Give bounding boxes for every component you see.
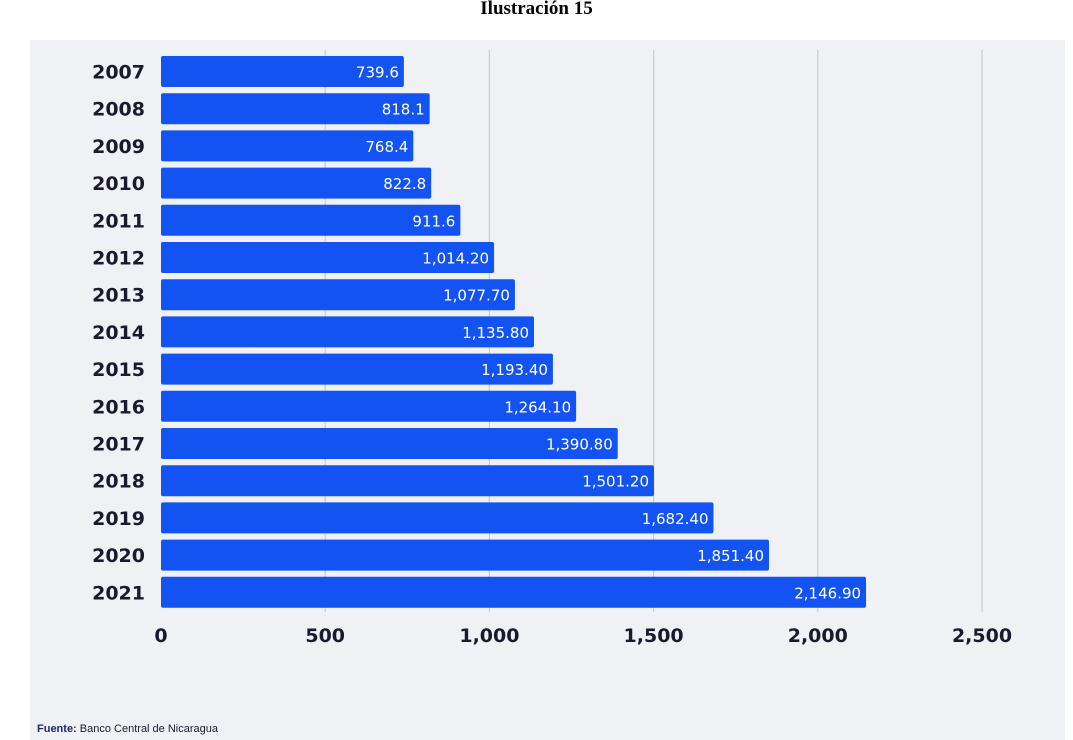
data-label: 1,390.80 [546, 436, 613, 454]
bar [161, 204, 461, 236]
data-label: 1,193.40 [481, 361, 548, 379]
category-label: 2016 [92, 396, 145, 418]
data-label: 1,682.40 [642, 510, 709, 528]
source-text: Banco Central de Nicaragua [79, 723, 218, 735]
bar [161, 279, 515, 311]
source-label: Fuente: [37, 723, 77, 735]
figure-title: Ilustración 15 [0, 0, 1073, 40]
bar [161, 130, 414, 162]
data-label: 2,146.90 [794, 584, 861, 602]
source-note: Fuente: Banco Central de Nicaragua [37, 723, 218, 735]
bar [161, 576, 867, 608]
data-label: 739.6 [356, 64, 399, 82]
x-tick-label: 500 [305, 625, 345, 647]
category-label: 2014 [92, 322, 145, 344]
data-label: 1,851.40 [697, 547, 764, 565]
category-label: 2019 [92, 508, 145, 530]
category-label: 2011 [92, 210, 145, 232]
data-label: 768.4 [365, 138, 408, 156]
data-label: 1,077.70 [443, 287, 510, 305]
x-tick-label: 1,000 [459, 625, 519, 647]
bar [161, 56, 404, 87]
data-label: 1,264.10 [504, 398, 571, 416]
bar [161, 390, 577, 422]
bar [161, 353, 553, 385]
data-label: 1,135.80 [462, 324, 529, 342]
data-label: 1,014.20 [422, 250, 489, 268]
data-label: 822.8 [383, 175, 426, 193]
x-tick-label: 0 [154, 625, 167, 647]
bar [161, 167, 432, 199]
category-label: 2010 [92, 173, 145, 195]
bar [161, 316, 534, 348]
data-label: 911.6 [412, 212, 455, 230]
x-tick-label: 2,000 [788, 625, 848, 647]
category-label: 2021 [92, 582, 145, 604]
bar [161, 93, 430, 125]
category-label: 2017 [92, 434, 145, 456]
category-label: 2007 [92, 62, 145, 84]
category-label: 2013 [92, 285, 145, 307]
bar [161, 242, 495, 273]
category-label: 2015 [92, 359, 145, 381]
category-label: 2012 [92, 248, 145, 270]
bar [161, 502, 714, 534]
data-label: 818.1 [382, 101, 425, 119]
bar [161, 465, 654, 497]
bar [161, 428, 618, 459]
bar [161, 539, 769, 571]
x-tick-label: 1,500 [624, 625, 684, 647]
category-label: 2008 [92, 99, 145, 121]
data-label: 1,501.20 [582, 473, 649, 491]
x-tick-label: 2,500 [952, 625, 1012, 647]
category-label: 2009 [92, 136, 145, 158]
category-label: 2020 [92, 545, 145, 567]
category-label: 2018 [92, 471, 145, 493]
